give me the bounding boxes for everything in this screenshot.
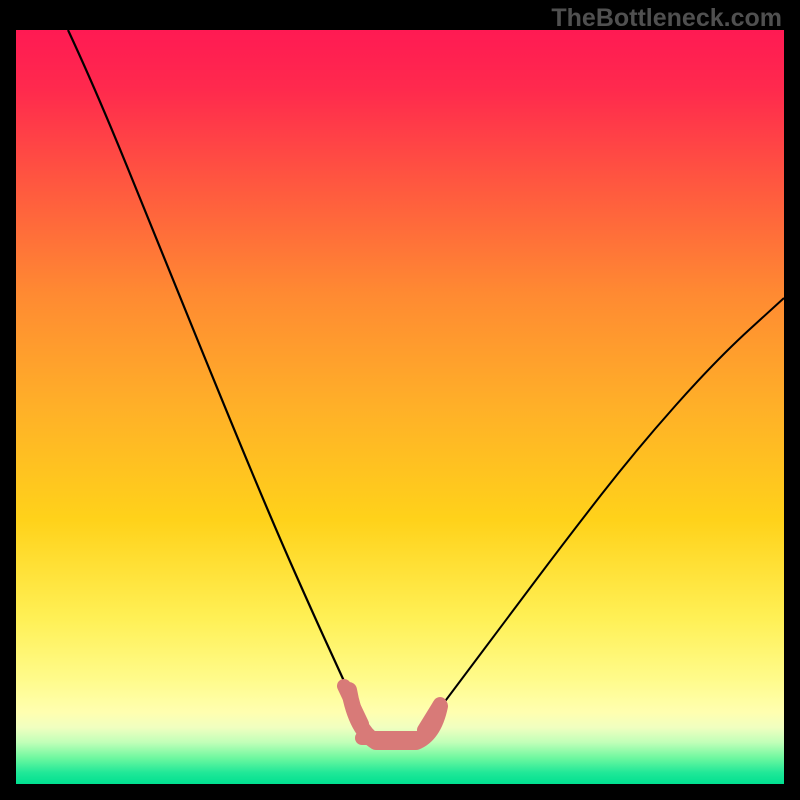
watermark-text: TheBottleneck.com xyxy=(551,4,782,33)
chart-container: TheBottleneck.com xyxy=(0,0,800,800)
border-left xyxy=(0,0,16,800)
bottom-marker-segment xyxy=(344,686,362,724)
border-bottom xyxy=(0,784,800,800)
border-right xyxy=(784,0,800,800)
plot-area xyxy=(16,30,784,784)
left-curve xyxy=(68,30,354,703)
right-curve xyxy=(437,298,784,712)
curve-layer xyxy=(16,30,784,784)
